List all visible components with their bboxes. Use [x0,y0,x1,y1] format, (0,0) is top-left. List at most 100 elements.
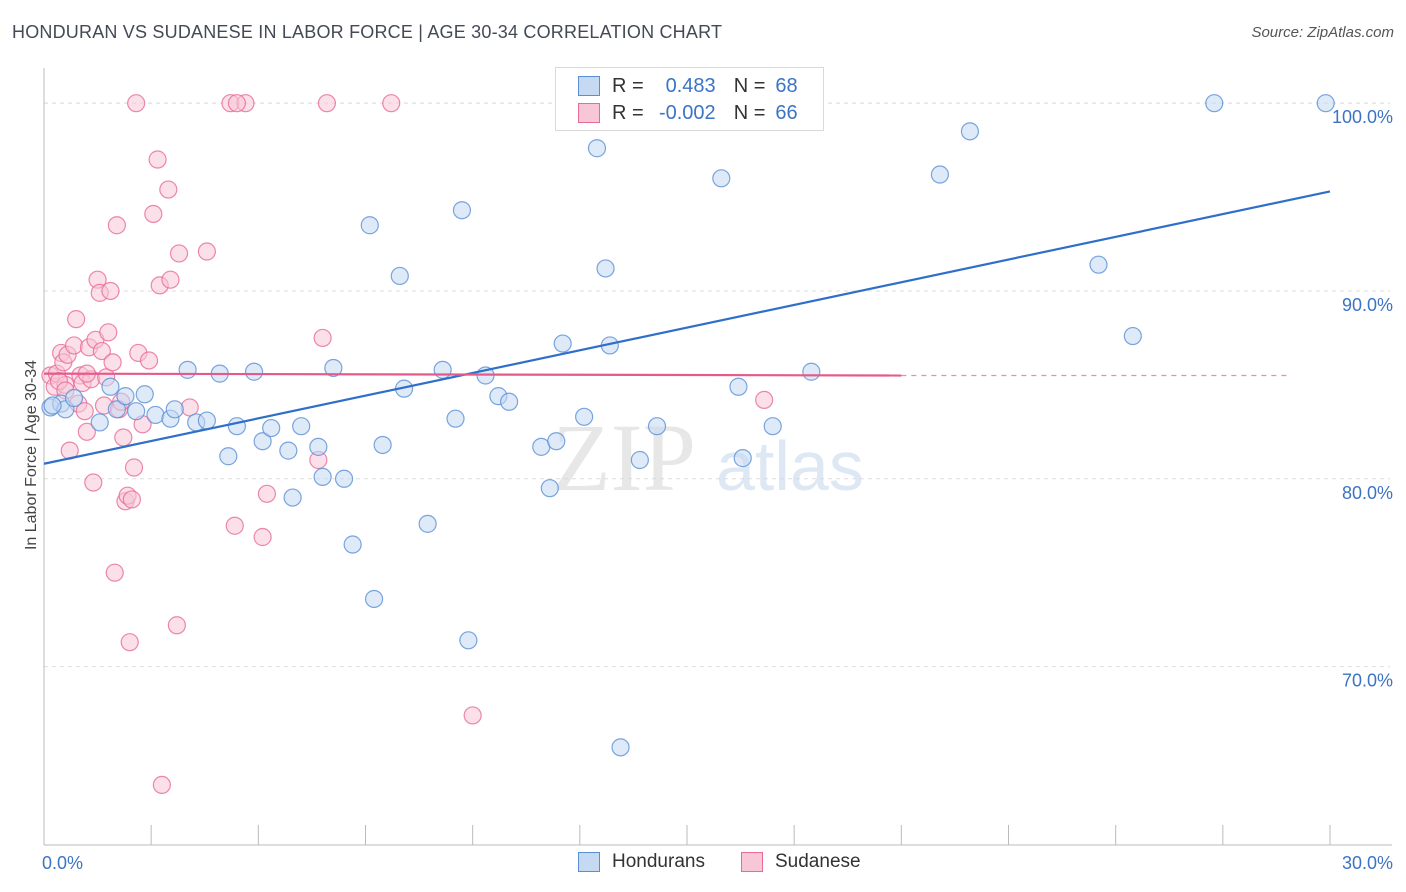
n-label: N = [733,101,766,124]
data-point [90,413,109,432]
data-point [253,527,272,547]
data-point [197,411,216,430]
r-value: 0.483 [665,74,716,97]
data-point [500,392,519,411]
data-point [382,94,401,113]
n-value: 66 [775,101,798,124]
y-tick-labels: 70.0% 80.0% 90.0% 100.0% [1332,107,1393,690]
data-point [309,437,328,456]
data-point [729,377,748,396]
data-point [103,353,122,372]
data-point [712,169,731,188]
data-point [540,479,559,498]
data-point [547,432,566,451]
sudanese-trend-line [43,372,902,377]
data-point [101,281,120,301]
data-point [733,449,752,468]
trend-lines [43,190,1331,465]
r-label: R = [612,101,644,124]
data-point [930,165,950,184]
x-tick-labels: 0.0% 30.0% [42,853,1393,873]
data-point [283,488,302,507]
data-point [99,323,118,342]
data-point [107,400,126,419]
y-tick-label: 100.0% [1332,107,1393,127]
data-point [225,516,244,535]
data-point [127,402,146,421]
data-point [279,441,298,460]
chart-title: HONDURAN VS SUDANESE IN LABOR FORCE | AG… [12,22,723,42]
data-point [127,94,146,113]
data-point [459,631,478,650]
data-point [120,633,139,652]
data-point [169,244,189,263]
data-point [244,362,264,381]
data-point [960,122,980,141]
data-point [553,334,572,353]
source-label: Source: ZipAtlas.com [1251,24,1394,41]
data-point [334,469,354,488]
data-point [313,467,332,487]
data-point [390,266,409,286]
legend-item-sudanese[interactable]: Sudanese [741,851,861,873]
legend-label: Sudanese [775,851,861,872]
legend-swatch-blue [578,76,600,96]
data-point [446,409,465,428]
data-point [67,310,86,329]
data-point [116,387,135,406]
data-point [101,377,120,396]
data-point [611,738,630,757]
watermark-zip: ZIP [552,404,696,511]
data-point [324,358,343,378]
data-point [139,351,159,370]
legend-item-hondurans[interactable]: Hondurans [578,851,705,873]
data-point [253,432,272,451]
data-point [364,589,384,609]
y-tick-label: 70.0% [1342,671,1393,691]
data-point [463,706,482,725]
data-point [360,216,379,235]
data-point [630,450,649,470]
data-point [92,341,111,361]
data-point [197,242,216,261]
n-value: 68 [775,74,798,97]
data-point [135,385,154,404]
data-point [227,94,246,113]
data-point [227,417,246,436]
data-point [343,535,362,554]
legend-label: Hondurans [612,851,705,872]
y-axis-title: In Labor Force | Age 30-34 [23,360,40,550]
data-point [146,405,165,425]
data-point [596,259,615,278]
data-point [64,336,84,355]
data-point [1123,326,1142,346]
data-point [75,402,94,421]
data-point [1316,94,1335,113]
data-point [452,201,472,220]
data-point [122,490,141,509]
x-tick-label-max: 30.0% [1342,853,1393,873]
data-point [262,418,281,438]
data-point [64,388,84,408]
data-point [587,139,607,158]
data-point [1089,255,1108,274]
data-point [647,417,667,436]
y-tick-label: 80.0% [1342,483,1393,503]
data-point [292,417,311,436]
r-value: -0.002 [658,101,716,124]
data-point [107,216,126,235]
data-point [313,328,332,348]
data-point [219,447,238,466]
correlation-legend: R = 0.483 N = 68 R = -0.002 N = 66 [555,67,824,131]
data-point [802,362,821,381]
data-point [257,484,277,503]
data-point [148,150,167,169]
axes [43,68,1392,846]
data-point [165,400,184,419]
data-point [317,94,337,113]
data-point [178,360,197,379]
n-label: N = [733,74,766,97]
data-point [105,563,124,582]
legend-swatch-pink [741,852,763,872]
